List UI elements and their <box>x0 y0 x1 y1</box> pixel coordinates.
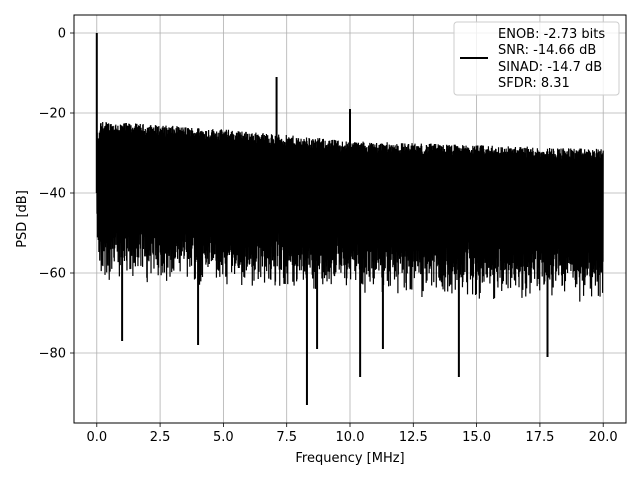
x-tick-label: 20.0 <box>589 430 618 445</box>
x-axis-ticks: 0.0 2.5 5.0 7.5 10.0 12.5 15.0 17.5 20.0 <box>86 423 618 445</box>
legend-enob: ENOB: -2.73 bits <box>498 27 605 42</box>
x-tick-label: 5.0 <box>213 430 234 445</box>
y-tick-label: 0 <box>58 27 66 42</box>
y-tick-label: −80 <box>39 347 66 362</box>
psd-trace <box>95 33 604 405</box>
y-axis-ticks: 0 −20 −40 −60 −80 <box>39 27 74 362</box>
legend-box <box>453 21 620 96</box>
y-tick-label: −20 <box>39 107 66 122</box>
y-tick-label: −40 <box>39 187 66 202</box>
x-tick-label: 12.5 <box>399 430 428 445</box>
legend-snr: SNR: -14.66 dB <box>498 43 596 58</box>
x-axis-label: Frequency [MHz] <box>295 451 404 466</box>
y-axis-label: PSD [dB] <box>15 190 30 248</box>
legend-sinad: SINAD: -14.7 dB <box>498 60 602 75</box>
x-tick-label: 10.0 <box>336 430 365 445</box>
x-tick-label: 0.0 <box>86 430 107 445</box>
x-tick-label: 15.0 <box>462 430 491 445</box>
x-tick-label: 7.5 <box>276 430 297 445</box>
legend: ENOB: -2.73 bits SNR: -14.66 dB SINAD: -… <box>453 21 620 96</box>
y-tick-label: −60 <box>39 267 66 282</box>
x-tick-label: 2.5 <box>150 430 171 445</box>
x-tick-label: 17.5 <box>525 430 554 445</box>
legend-sfdr: SFDR: 8.31 <box>498 76 570 91</box>
